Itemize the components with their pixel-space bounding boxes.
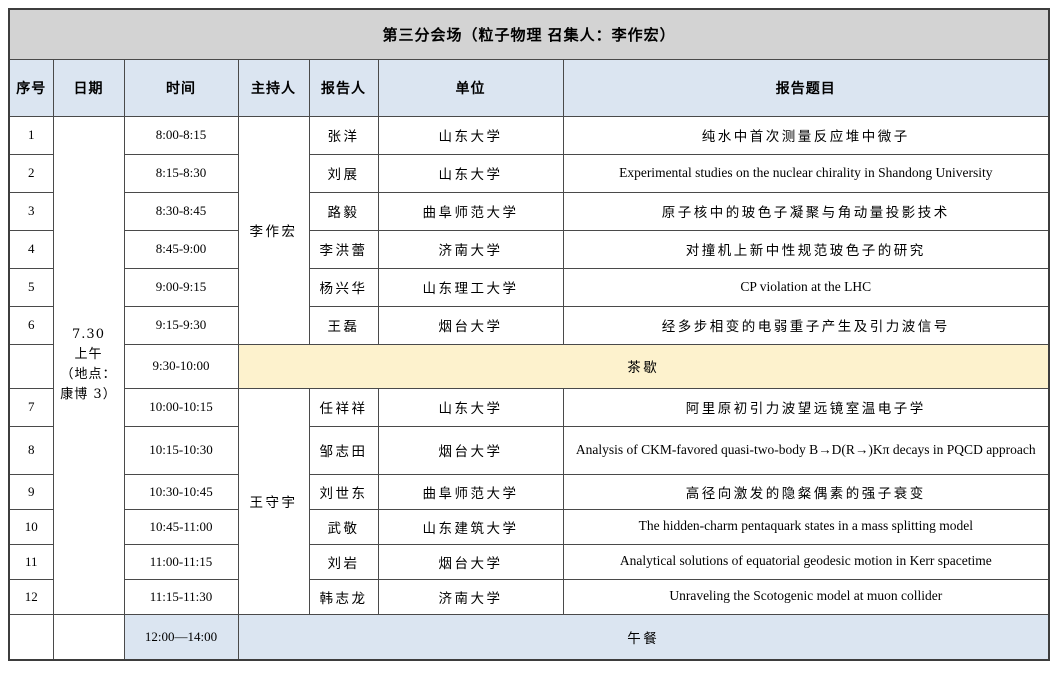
row-2-no: 2 — [8, 153, 54, 193]
col-header-title: 报告题目 — [562, 58, 1050, 117]
row-7-affiliation: 山东大学 — [377, 387, 564, 427]
row-6-time: 9:15-9:30 — [123, 305, 239, 345]
row-12-title: Unraveling the Scotogenic model at muon … — [562, 578, 1050, 615]
row-10-affiliation: 山东建筑大学 — [377, 508, 564, 545]
table-row: 10 10:45-11:00 武敬 山东建筑大学 The hidden-char… — [8, 508, 1050, 545]
row-8-speaker: 邹志田 — [308, 425, 379, 475]
row-1-no: 1 — [8, 115, 54, 155]
date-cell: 7.30 上午 （地点：康博 3） — [52, 115, 125, 615]
col-header-affiliation: 单位 — [377, 58, 564, 117]
table-title-row: 第三分会场（粒子物理 召集人：李作宏） — [8, 8, 1050, 60]
row-4-speaker: 李洪蕾 — [308, 229, 379, 269]
tea-break-no-cell — [8, 343, 54, 389]
row-12-affiliation: 济南大学 — [377, 578, 564, 615]
table-row: 6 9:15-9:30 王磊 烟台大学 经多步相变的电弱重子产生及引力波信号 — [8, 305, 1050, 345]
tea-break-time: 9:30-10:00 — [123, 343, 239, 389]
tea-break-row: 9:30-10:00 茶歇 — [8, 343, 1050, 389]
row-6-affiliation: 烟台大学 — [377, 305, 564, 345]
table-row: 8 10:15-10:30 邹志田 烟台大学 Analysis of CKM-f… — [8, 425, 1050, 475]
table-row: 12 11:15-11:30 韩志龙 济南大学 Unraveling the S… — [8, 578, 1050, 615]
row-10-title: The hidden-charm pentaquark states in a … — [562, 508, 1050, 545]
table-row: 9 10:30-10:45 刘世东 曲阜师范大学 高径向激发的隐粲偶素的强子衰变 — [8, 473, 1050, 510]
row-4-no: 4 — [8, 229, 54, 269]
row-9-speaker: 刘世东 — [308, 473, 379, 510]
row-3-title: 原子核中的玻色子凝聚与角动量投影技术 — [562, 191, 1050, 231]
row-12-speaker: 韩志龙 — [308, 578, 379, 615]
table-row: 2 8:15-8:30 刘展 山东大学 Experimental studies… — [8, 153, 1050, 193]
row-10-no: 10 — [8, 508, 54, 545]
row-11-time: 11:00-11:15 — [123, 543, 239, 580]
row-11-affiliation: 烟台大学 — [377, 543, 564, 580]
row-5-title: CP violation at the LHC — [562, 267, 1050, 307]
row-10-time: 10:45-11:00 — [123, 508, 239, 545]
column-header-row: 序号 日期 时间 主持人 报告人 单位 报告题目 — [8, 58, 1050, 117]
col-header-chair: 主持人 — [237, 58, 310, 117]
lunch-row: 12:00—14:00 午餐 — [8, 613, 1050, 661]
row-5-affiliation: 山东理工大学 — [377, 267, 564, 307]
row-8-title: Analysis of CKM-favored quasi-two-body B… — [562, 425, 1050, 475]
date-line: （地点：康博 3） — [60, 367, 117, 403]
row-7-title: 阿里原初引力波望远镜室温电子学 — [562, 387, 1050, 427]
row-1-time: 8:00-8:15 — [123, 115, 239, 155]
row-2-affiliation: 山东大学 — [377, 153, 564, 193]
table-row: 5 9:00-9:15 杨兴华 山东理工大学 CP violation at t… — [8, 267, 1050, 307]
row-1-affiliation: 山东大学 — [377, 115, 564, 155]
row-2-time: 8:15-8:30 — [123, 153, 239, 193]
row-8-no: 8 — [8, 425, 54, 475]
row-7-speaker: 任祥祥 — [308, 387, 379, 427]
table-row: 1 7.30 上午 （地点：康博 3） 8:00-8:15 李作宏 张洋 山东大… — [8, 115, 1050, 615]
row-8-time: 10:15-10:30 — [123, 425, 239, 475]
lunch-no-cell — [8, 613, 54, 661]
row-4-affiliation: 济南大学 — [377, 229, 564, 269]
date-line: 上午 — [74, 346, 103, 362]
row-5-speaker: 杨兴华 — [308, 267, 379, 307]
row-7-no: 7 — [8, 387, 54, 427]
row-3-speaker: 路毅 — [308, 191, 379, 231]
program-table: 第三分会场（粒子物理 召集人：李作宏） 序号 日期 时间 主持人 报告人 单位 … — [8, 8, 1051, 661]
lunch-time: 12:00—14:00 — [123, 613, 239, 661]
tea-break-label: 茶歇 — [237, 343, 1050, 389]
table-row: 3 8:30-8:45 路毅 曲阜师范大学 原子核中的玻色子凝聚与角动量投影技术 — [8, 191, 1050, 231]
row-3-time: 8:30-8:45 — [123, 191, 239, 231]
row-4-time: 8:45-9:00 — [123, 229, 239, 269]
col-header-time: 时间 — [123, 58, 239, 117]
row-6-speaker: 王磊 — [308, 305, 379, 345]
row-9-affiliation: 曲阜师范大学 — [377, 473, 564, 510]
session2-chair-cell: 王守宇 — [237, 387, 310, 615]
col-header-date: 日期 — [52, 58, 125, 117]
row-2-title: Experimental studies on the nuclear chir… — [562, 153, 1050, 193]
row-8-affiliation: 烟台大学 — [377, 425, 564, 475]
row-12-no: 12 — [8, 578, 54, 615]
table-row: 4 8:45-9:00 李洪蕾 济南大学 对撞机上新中性规范玻色子的研究 — [8, 229, 1050, 269]
col-header-no: 序号 — [8, 58, 54, 117]
session1-chair-cell: 李作宏 — [237, 115, 310, 345]
row-11-speaker: 刘岩 — [308, 543, 379, 580]
table-row: 7 10:00-10:15 王守宇 任祥祥 山东大学 阿里原初引力波望远镜室温电… — [8, 387, 1050, 615]
row-3-no: 3 — [8, 191, 54, 231]
lunch-date-cell — [52, 613, 125, 661]
row-5-no: 5 — [8, 267, 54, 307]
row-9-time: 10:30-10:45 — [123, 473, 239, 510]
date-line: 7.30 — [72, 326, 105, 342]
row-3-affiliation: 曲阜师范大学 — [377, 191, 564, 231]
row-4-title: 对撞机上新中性规范玻色子的研究 — [562, 229, 1050, 269]
row-9-no: 9 — [8, 473, 54, 510]
row-1-speaker: 张洋 — [308, 115, 379, 155]
row-7-time: 10:00-10:15 — [123, 387, 239, 427]
row-5-time: 9:00-9:15 — [123, 267, 239, 307]
session-title: 第三分会场（粒子物理 召集人：李作宏） — [8, 8, 1050, 60]
row-6-title: 经多步相变的电弱重子产生及引力波信号 — [562, 305, 1050, 345]
table-row: 11 11:00-11:15 刘岩 烟台大学 Analytical soluti… — [8, 543, 1050, 580]
row-1-title: 纯水中首次测量反应堆中微子 — [562, 115, 1050, 155]
col-header-speaker: 报告人 — [308, 58, 379, 117]
row-12-time: 11:15-11:30 — [123, 578, 239, 615]
row-11-title: Analytical solutions of equatorial geode… — [562, 543, 1050, 580]
row-2-speaker: 刘展 — [308, 153, 379, 193]
row-6-no: 6 — [8, 305, 54, 345]
row-10-speaker: 武敬 — [308, 508, 379, 545]
row-9-title: 高径向激发的隐粲偶素的强子衰变 — [562, 473, 1050, 510]
lunch-label: 午餐 — [237, 613, 1050, 661]
row-11-no: 11 — [8, 543, 54, 580]
